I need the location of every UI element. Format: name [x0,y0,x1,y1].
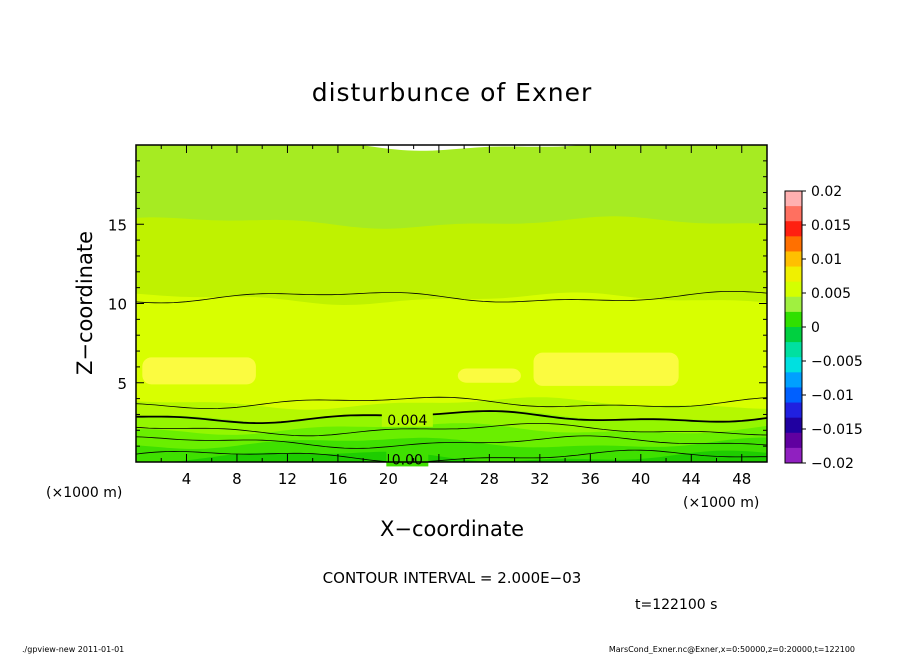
y-axis-label: Z−coordinate [73,231,97,375]
x-unit-right: (×1000 m) [683,495,759,511]
x-tick-label: 44 [682,470,701,488]
contour-line-2 [136,423,767,437]
y-axis: 5 10 15 [108,160,767,447]
colorbar-tick-label: 0.005 [811,286,851,302]
chart-title: disturbunce of Exner [312,78,593,107]
high-region-1 [533,352,679,386]
colorbar-segment [785,296,802,313]
contour-labels: 0.004 0.00 [381,411,433,468]
x-tick-label: 36 [581,470,600,488]
colorbar-segment [785,251,802,268]
colorbar-tick-label: 0.015 [811,218,851,234]
colorbar-tick-label: 0.01 [811,252,842,268]
x-tick-label: 24 [429,470,448,488]
colorbar-segment [785,402,802,419]
colorbar-tick-label: 0 [811,320,820,336]
x-tick-label: 12 [278,470,297,488]
contour-label-bg-0 [381,411,433,427]
contour-label-1: 0.00 [392,452,423,468]
x-tick-label: 16 [328,470,347,488]
colorbar-segment [785,281,802,298]
colorbar-segment [785,221,802,237]
x-axis: 4 8 12 16 20 24 28 32 36 40 44 48 [160,145,768,488]
contour-label-0: 0.004 [387,413,427,429]
contour-line-3 [136,410,767,424]
colorbar-segment [785,372,802,388]
colorbar-segment [785,447,802,464]
contour-interval-text: CONTOUR INTERVAL = 2.000E−03 [323,569,582,587]
colorbar-tick-label: −0.005 [811,354,863,370]
colorbar: 0.02 0.015 0.01 0.005 0 −0.005 −0.01 −0.015 −0.0… [784,184,863,472]
level-band-7 [136,450,767,462]
high-region-2 [457,368,521,383]
colorbar-segment [785,417,802,434]
colorbar-tick-label: −0.02 [811,456,854,472]
x-axis-label: X−coordinate [380,517,524,541]
x-tick-label: 48 [732,470,751,488]
y-tick-label: 5 [117,375,127,393]
high-region-0 [142,357,256,385]
colorbar-segment [785,311,802,328]
colorbar-segment [785,236,802,252]
contour-line-1 [136,435,767,449]
colorbar-tick-label: 0.02 [811,184,842,200]
colorbar-segment [785,432,802,449]
contour-line-4 [136,396,767,409]
y-tick-label: 10 [108,296,127,314]
colorbar-segment [785,327,802,343]
footer-left: ./gpview-new 2011-01-01 [22,645,124,654]
x-tick-label: 32 [530,470,549,488]
colorbar-segment [785,206,802,222]
x-unit-left: (×1000 m) [46,485,122,501]
colorbar-segment [785,342,802,358]
x-tick-label: 4 [182,470,192,488]
colorbar-tick-label: −0.01 [811,388,854,404]
x-tick-label: 8 [232,470,242,488]
time-text: t=122100 s [635,597,717,613]
colorbar-tick-label: −0.015 [811,422,863,438]
colorbar-segment [785,191,802,207]
footer-right: MarsCond_Exner.nc@Exner,x=0:50000,z=0:20… [609,645,855,654]
x-tick-label: 40 [631,470,650,488]
colorbar-segment [785,266,802,283]
contour-line-0 [136,449,767,462]
plot-area [136,145,767,462]
x-tick-label: 20 [379,470,398,488]
colorbar-segment [785,387,802,404]
y-tick-label: 15 [108,216,127,234]
contour-line-5 [136,291,767,304]
contour-lines [136,291,767,462]
x-tick-label: 28 [480,470,499,488]
colorbar-segment [785,357,802,373]
